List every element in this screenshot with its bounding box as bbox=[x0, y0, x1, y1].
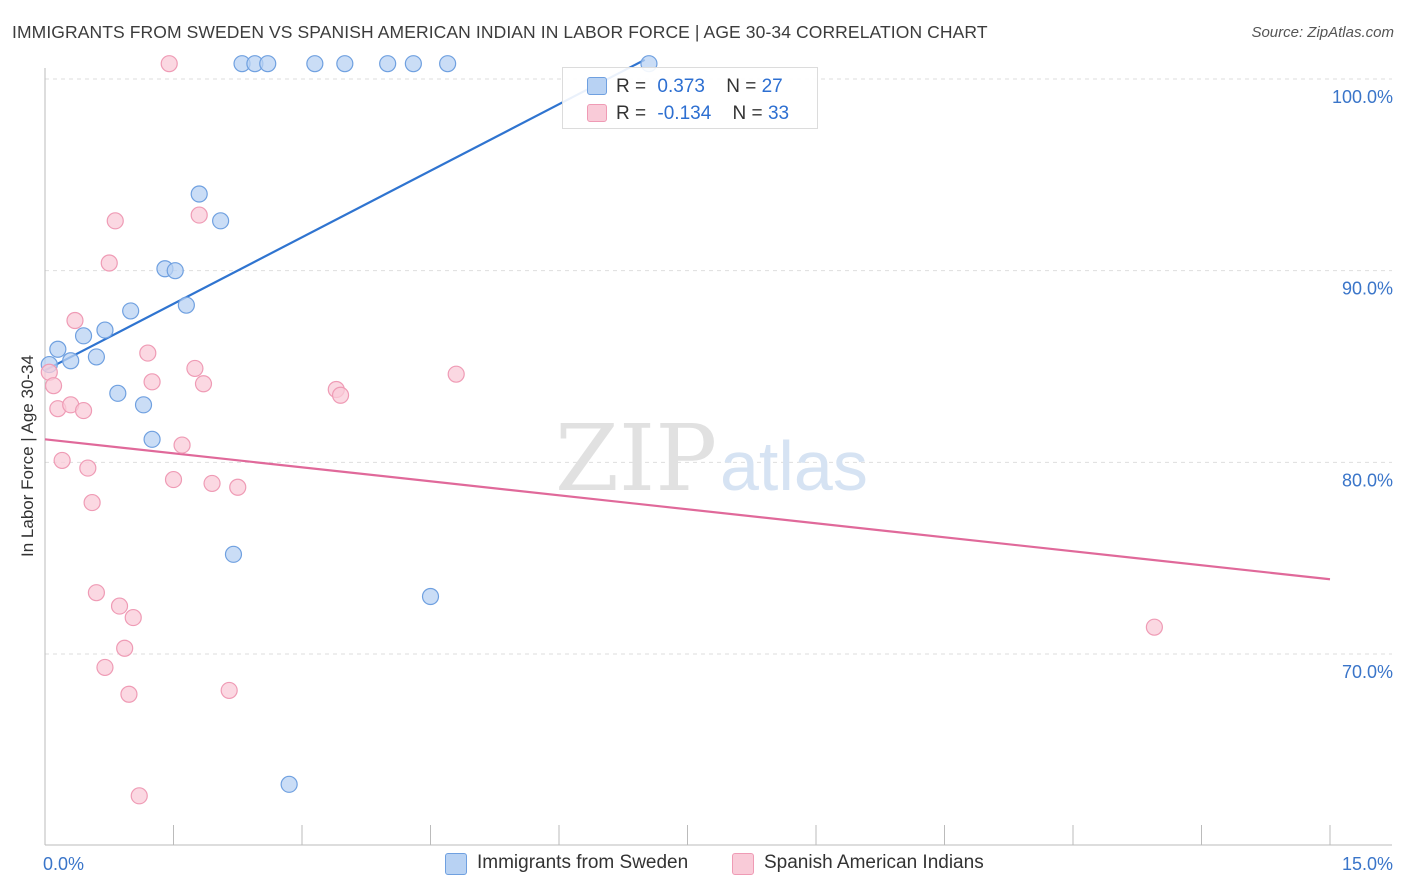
point-sweden bbox=[177, 296, 195, 314]
point-sweden bbox=[280, 775, 298, 793]
point-spanish-american-indians bbox=[106, 212, 124, 230]
point-sweden bbox=[96, 321, 114, 339]
point-spanish-american-indians bbox=[1145, 618, 1163, 636]
point-spanish-american-indians bbox=[87, 584, 106, 602]
legend-swatch-spanish-american-indians bbox=[587, 104, 607, 122]
watermark-atlas: atlas bbox=[720, 427, 868, 505]
x-tick-labels: 0.0% 15.0% bbox=[43, 854, 1393, 874]
point-sweden bbox=[134, 396, 153, 414]
point-spanish-american-indians bbox=[190, 206, 208, 224]
point-spanish-american-indians bbox=[194, 375, 213, 393]
y-tick-label: 80.0% bbox=[1342, 470, 1393, 490]
point-spanish-american-indians bbox=[79, 459, 97, 477]
point-sweden bbox=[336, 55, 354, 73]
point-spanish-american-indians bbox=[74, 401, 93, 420]
point-sweden bbox=[224, 545, 243, 563]
bottom-legend-swatch-spanish-american-indians bbox=[732, 853, 754, 875]
grid-lines bbox=[45, 78, 1392, 655]
point-sweden bbox=[166, 262, 184, 280]
point-sweden bbox=[421, 587, 440, 606]
point-sweden bbox=[259, 55, 277, 73]
point-spanish-american-indians bbox=[186, 359, 204, 378]
correlation-legend: R = 0.373 N = 27 R = -0.134 N = 33 bbox=[562, 67, 818, 129]
point-sweden bbox=[109, 384, 127, 402]
point-spanish-american-indians bbox=[229, 478, 247, 496]
point-spanish-american-indians bbox=[220, 681, 238, 700]
point-sweden bbox=[212, 212, 230, 230]
y-tick-label: 70.0% bbox=[1342, 662, 1393, 682]
point-spanish-american-indians bbox=[66, 311, 84, 330]
source-credit: Source: ZipAtlas.com bbox=[1251, 24, 1394, 41]
point-spanish-american-indians bbox=[110, 597, 129, 615]
x-tick-label-max: 15.0% bbox=[1342, 854, 1393, 874]
y-tick-label: 90.0% bbox=[1342, 279, 1393, 299]
point-spanish-american-indians bbox=[124, 608, 142, 627]
bottom-legend-label-spanish-american-indians: Spanish American Indians bbox=[764, 852, 984, 873]
chart-title: IMMIGRANTS FROM SWEDEN VS SPANISH AMERIC… bbox=[12, 22, 988, 42]
point-spanish-american-indians bbox=[44, 377, 63, 395]
watermark-zip: ZIP bbox=[555, 405, 717, 512]
point-sweden bbox=[439, 55, 457, 73]
point-spanish-american-indians bbox=[331, 386, 350, 404]
point-sweden bbox=[404, 55, 422, 73]
point-spanish-american-indians bbox=[100, 254, 118, 272]
legend-row-spanish-american-indians: R = -0.134 N = 33 bbox=[616, 103, 790, 124]
y-tick-label: 100.0% bbox=[1332, 87, 1393, 107]
point-spanish-american-indians bbox=[143, 373, 161, 391]
point-sweden bbox=[143, 430, 161, 448]
point-spanish-american-indians bbox=[164, 470, 183, 489]
point-spanish-american-indians bbox=[173, 436, 191, 454]
legend-swatch-sweden bbox=[587, 77, 607, 95]
x-tick-label-min: 0.0% bbox=[43, 854, 84, 874]
legend-row-sweden: R = 0.373 N = 27 bbox=[616, 76, 783, 97]
point-spanish-american-indians bbox=[203, 474, 221, 493]
bottom-legend-label-sweden: Immigrants from Sweden bbox=[477, 852, 689, 873]
point-spanish-american-indians bbox=[130, 787, 148, 805]
point-sweden bbox=[306, 55, 324, 73]
axes bbox=[44, 68, 1392, 846]
point-spanish-american-indians bbox=[120, 685, 138, 703]
point-spanish-american-indians bbox=[53, 451, 71, 470]
point-sweden bbox=[74, 327, 93, 345]
point-sweden bbox=[49, 340, 67, 358]
point-spanish-american-indians bbox=[160, 55, 178, 73]
bottom-legend-swatch-sweden bbox=[445, 853, 467, 875]
y-tick-labels: 100.0% 90.0% 80.0% 70.0% bbox=[1332, 87, 1393, 682]
trend-lines bbox=[44, 58, 1331, 581]
trend-line-0 bbox=[44, 58, 646, 372]
point-spanish-american-indians bbox=[83, 493, 101, 512]
y-axis-label: In Labor Force | Age 30-34 bbox=[18, 355, 37, 557]
data-points bbox=[40, 55, 1163, 805]
point-spanish-american-indians bbox=[116, 639, 134, 657]
point-spanish-american-indians bbox=[139, 344, 157, 362]
point-sweden bbox=[87, 348, 106, 366]
point-sweden bbox=[122, 302, 140, 320]
point-sweden bbox=[379, 55, 397, 73]
point-spanish-american-indians bbox=[96, 658, 114, 677]
point-sweden bbox=[190, 185, 208, 203]
point-sweden bbox=[62, 352, 80, 370]
trend-line-1 bbox=[44, 438, 1331, 581]
watermark: ZIP atlas bbox=[555, 405, 868, 512]
point-spanish-american-indians bbox=[447, 365, 465, 383]
